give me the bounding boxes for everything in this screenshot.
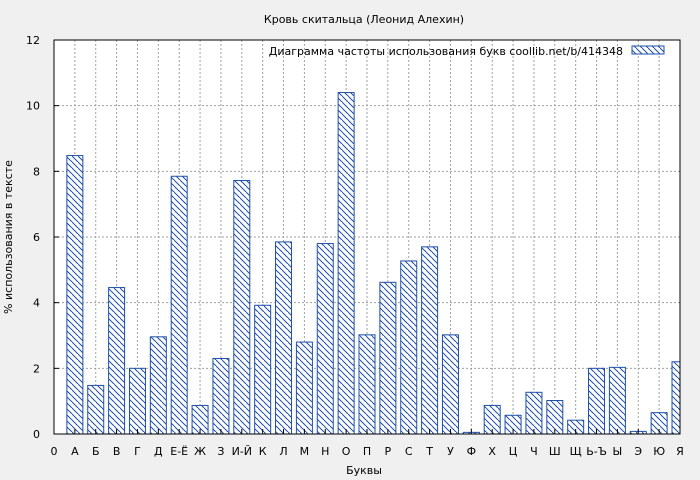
x-tick-label: Д [154,445,163,458]
chart-title: Кровь скитальца (Леонид Алехин) [264,13,464,26]
x-tick-label: З [217,445,224,458]
x-tick-label: С [405,445,413,458]
bar-Я [671,361,681,435]
x-tick-label: И-Й [232,445,252,458]
x-tick-label: Я [676,445,684,458]
bar-С [400,260,418,435]
legend-label: Диаграмма частоты использования букв coo… [269,45,623,58]
bar-Л [275,241,293,435]
x-tick-label: Б [92,445,100,458]
x-tick-label: 0 [51,445,58,458]
x-tick-label: Ю [653,445,665,458]
x-tick-label: Ц [509,445,518,458]
x-tick-label: Е-Ё [170,445,188,458]
bar-Ы [608,366,626,435]
y-tick-label: 4 [33,297,40,310]
bar-Б [87,384,105,435]
y-tick-label: 2 [33,362,40,375]
x-tick-label: П [363,445,371,458]
bar-И-Й [233,180,251,435]
x-tick-label: Н [321,445,329,458]
x-tick-label: У [447,445,454,458]
x-tick-label: Ж [194,445,206,458]
bar-Е-Ё [170,175,188,435]
bar-Н [316,243,334,435]
bar-Ч [525,391,543,435]
bar-У [441,334,459,435]
x-tick-label: Т [425,445,433,458]
bar-Р [379,281,397,435]
bar-Д [149,336,167,435]
x-tick-label: В [113,445,121,458]
x-tick-label: Ь-Ъ [586,445,607,458]
bars [66,92,681,435]
bar-Т [421,246,439,435]
x-tick-label: К [259,445,267,458]
y-axis-label: % использования в тексте [2,160,15,314]
x-tick-label: О [342,445,351,458]
x-tick-label: Х [488,445,496,458]
bar-К [254,304,272,435]
x-tick-label: Щ [570,445,582,458]
x-tick-label: М [300,445,310,458]
bar-Ь-Ъ [588,367,606,435]
x-tick-label: А [71,445,79,458]
x-axis-label: Буквы [346,464,382,477]
plot-frame [53,39,681,435]
y-tick-label: 0 [33,428,40,441]
bar-П [358,334,376,435]
x-ticks: 0 А Б В Г Д Е-Ё Ж З И-Й К Л М Н О П Р С Т У Ф Х Ц Ч Ш Щ Ь-Ъ Ы Э Ю Я [51,429,684,458]
x-tick-label: Ш [549,445,561,458]
y-tick-label: 10 [26,100,40,113]
x-tick-label: Ф [467,445,476,458]
bar-А [66,155,84,435]
legend-swatch [631,45,665,55]
x-tick-label: Л [279,445,287,458]
y-tick-label: 8 [33,165,40,178]
x-tick-label: Э [634,445,642,458]
legend: Диаграмма частоты использования букв coo… [269,45,665,58]
bar-Ш [546,400,564,435]
bar-М [295,341,313,435]
bar-Г [128,367,146,435]
x-tick-label: Р [385,445,392,458]
x-tick-label: Ч [530,445,538,458]
x-tick-label: Ы [613,445,623,458]
y-tick-label: 6 [33,231,40,244]
y-tick-label: 12 [26,34,40,47]
bar-З [212,357,230,435]
bar-В [108,287,126,435]
bar-О [337,92,355,435]
x-tick-label: Г [134,445,141,458]
